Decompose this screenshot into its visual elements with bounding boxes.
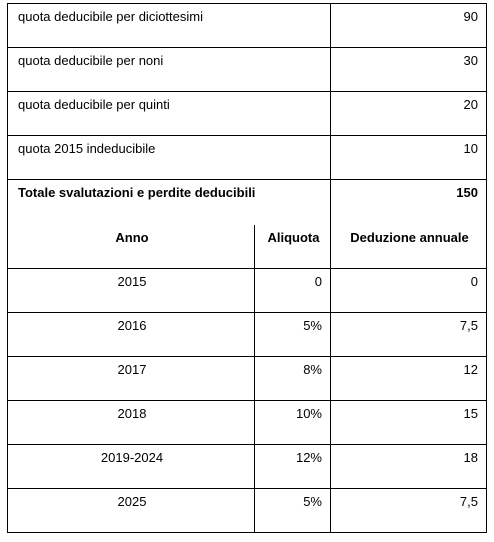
data-row: 2025 5% 7,5 <box>7 488 487 533</box>
summary-row: quota deducibile per quinti 20 <box>7 91 487 136</box>
label-cell: quota deducibile per diciottesimi <box>7 3 331 48</box>
value-cell: 0 <box>254 268 331 313</box>
data-row: 2017 8% 12 <box>7 356 487 401</box>
value-cell: 7,5 <box>330 488 487 533</box>
summary-row: Totale svalutazioni e perdite deducibili… <box>7 179 487 225</box>
data-row: 2016 5% 7,5 <box>7 312 487 357</box>
summary-table: quota deducibile per diciottesimi 90 quota… <box>7 3 487 225</box>
year-cell: 2025 <box>7 488 255 533</box>
value-cell: 12% <box>254 444 331 489</box>
label-cell: Totale svalutazioni e perdite deducibili <box>7 179 331 225</box>
year-cell: 2017 <box>7 356 255 401</box>
summary-row: quota deducibile per noni 30 <box>7 47 487 92</box>
value-cell: 8% <box>254 356 331 401</box>
value-cell: 10% <box>254 400 331 445</box>
year-cell: 2015 <box>7 268 255 313</box>
header-row: Anno Aliquota Deduzione annuale <box>7 224 487 269</box>
value-cell: 150 <box>330 179 487 225</box>
value-cell: 30 <box>330 47 487 92</box>
value-cell: 7,5 <box>330 312 487 357</box>
value-cell: 12 <box>330 356 487 401</box>
summary-row: quota deducibile per diciottesimi 90 <box>7 3 487 48</box>
label-cell: quota 2015 indeducibile <box>7 135 331 180</box>
value-cell: 15 <box>330 400 487 445</box>
header-cell: Deduzione annuale <box>330 224 487 269</box>
value-cell: 20 <box>330 91 487 136</box>
value-cell: 0 <box>330 268 487 313</box>
year-cell: 2019-2024 <box>7 444 255 489</box>
page: quota deducibile per diciottesimi 90 quota… <box>7 3 487 533</box>
year-cell: 2016 <box>7 312 255 357</box>
deduction-table: Anno Aliquota Deduzione annuale 2015 0 0 2016 5… <box>7 224 487 533</box>
label-cell: quota deducibile per noni <box>7 47 331 92</box>
data-row: 2018 10% 15 <box>7 400 487 445</box>
header-cell: Aliquota <box>254 224 331 269</box>
data-row: 2019-2024 12% 18 <box>7 444 487 489</box>
data-row: 2015 0 0 <box>7 268 487 313</box>
value-cell: 5% <box>254 488 331 533</box>
value-cell: 5% <box>254 312 331 357</box>
summary-row: quota 2015 indeducibile 10 <box>7 135 487 180</box>
header-cell: Anno <box>7 224 255 269</box>
label-cell: quota deducibile per quinti <box>7 91 331 136</box>
value-cell: 90 <box>330 3 487 48</box>
value-cell: 18 <box>330 444 487 489</box>
value-cell: 10 <box>330 135 487 180</box>
year-cell: 2018 <box>7 400 255 445</box>
